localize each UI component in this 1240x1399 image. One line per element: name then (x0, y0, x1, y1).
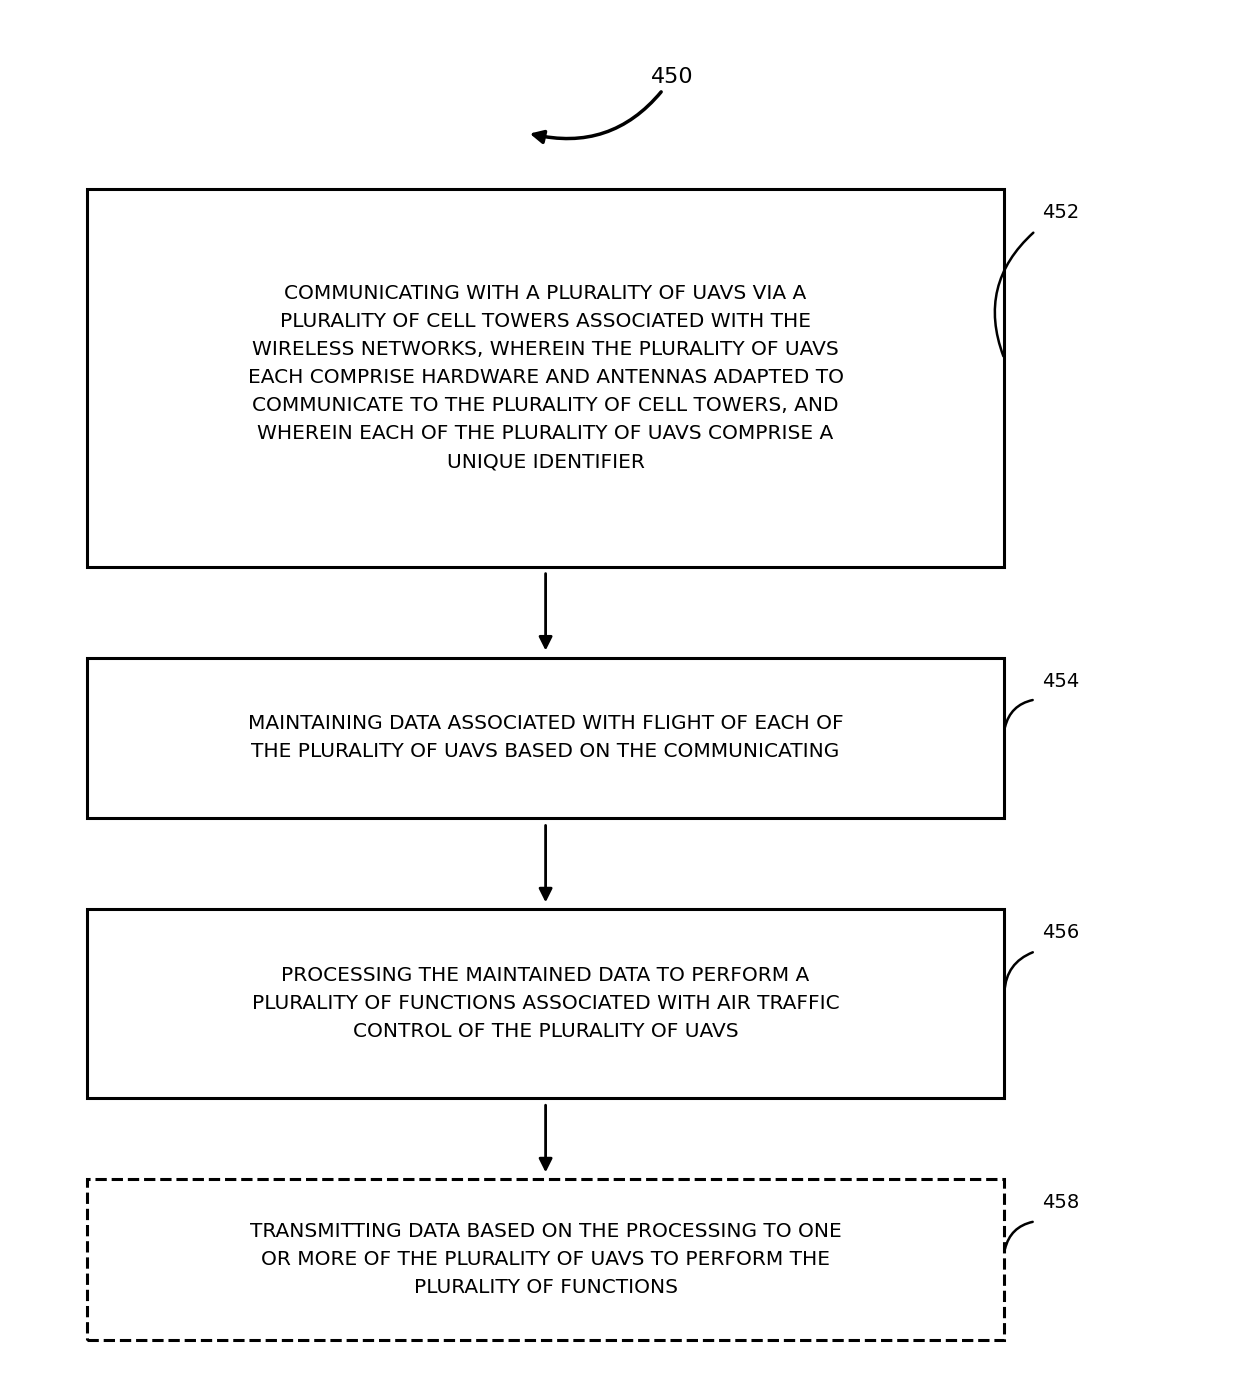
Text: 454: 454 (1042, 672, 1079, 691)
Text: 456: 456 (1042, 923, 1079, 943)
Text: MAINTAINING DATA ASSOCIATED WITH FLIGHT OF EACH OF
THE PLURALITY OF UAVS BASED O: MAINTAINING DATA ASSOCIATED WITH FLIGHT … (248, 715, 843, 761)
Text: 458: 458 (1042, 1193, 1079, 1213)
Text: TRANSMITTING DATA BASED ON THE PROCESSING TO ONE
OR MORE OF THE PLURALITY OF UAV: TRANSMITTING DATA BASED ON THE PROCESSIN… (249, 1223, 842, 1297)
Text: COMMUNICATING WITH A PLURALITY OF UAVS VIA A
PLURALITY OF CELL TOWERS ASSOCIATED: COMMUNICATING WITH A PLURALITY OF UAVS V… (248, 284, 843, 471)
Bar (87, 658, 1004, 818)
Bar (87, 1179, 1004, 1340)
Text: 450: 450 (533, 67, 693, 143)
Bar (87, 189, 1004, 567)
Bar (87, 909, 1004, 1098)
Text: 452: 452 (1042, 203, 1079, 222)
Text: PROCESSING THE MAINTAINED DATA TO PERFORM A
PLURALITY OF FUNCTIONS ASSOCIATED WI: PROCESSING THE MAINTAINED DATA TO PERFOR… (252, 967, 839, 1041)
